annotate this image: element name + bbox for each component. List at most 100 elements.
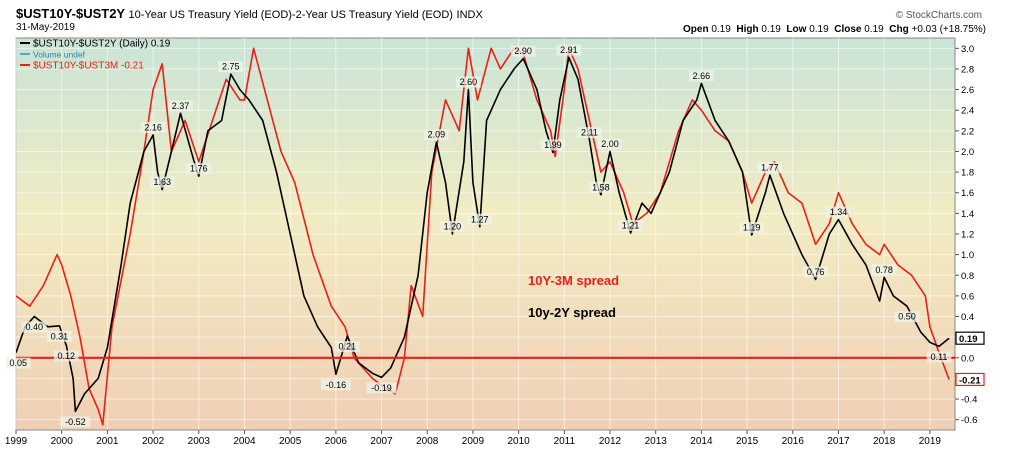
x-tick-label: 2000 xyxy=(51,436,74,447)
chart-date: 31-May-2019 xyxy=(16,22,75,33)
pivot-label-bg xyxy=(618,219,643,231)
x-tick-label: 2002 xyxy=(142,436,165,447)
high-value: 0.19 xyxy=(761,24,781,35)
y-tick-label: 0.0 xyxy=(961,353,974,364)
y-tick-label: 2.4 xyxy=(961,106,974,117)
pivot-label-bg xyxy=(577,127,602,139)
pivot-label: 2.91 xyxy=(556,44,582,56)
last-value-text: -0.21 xyxy=(959,375,981,386)
open-value: 0.19 xyxy=(711,24,731,35)
pivot-label-text: 1.63 xyxy=(153,177,171,187)
y-tick-label: 1.0 xyxy=(961,250,974,261)
pivot-label-text: -0.19 xyxy=(371,383,392,393)
pivot-label: 1.76 xyxy=(186,163,212,175)
x-tick-label: 2014 xyxy=(690,436,713,447)
chart-symbol: $UST10Y-$UST2Y 10-Year US Treasury Yield… xyxy=(16,6,483,21)
pivot-label: 1.27 xyxy=(467,213,493,225)
pivot-label-bg xyxy=(334,341,360,353)
x-tick-label: 2010 xyxy=(508,436,531,447)
pivot-label-text: 1.27 xyxy=(471,214,489,224)
pivot-label-bg xyxy=(803,266,829,278)
pivot-label-text: 2.11 xyxy=(581,128,598,138)
pivot-label-text: 0.78 xyxy=(875,265,893,275)
pivot-label-bg xyxy=(455,76,481,88)
pivot-label: 1.21 xyxy=(618,219,643,231)
pivot-label-bg xyxy=(597,138,623,150)
pivot-label-text: 2.16 xyxy=(144,122,162,132)
x-tick-label: 2007 xyxy=(370,436,393,447)
pivot-label-bg xyxy=(926,351,952,363)
index-tag: INDX xyxy=(456,9,483,21)
pivot-label-text: 0.40 xyxy=(26,322,44,332)
pivot-label-text: 0.12 xyxy=(57,351,75,361)
pivot-label-text: 2.66 xyxy=(693,71,711,81)
pivot-label: 1.77 xyxy=(757,162,783,174)
chg-value: +0.03 (+18.75%) xyxy=(911,24,987,35)
pivot-label-bg xyxy=(588,181,614,193)
y-tick-label: 1.4 xyxy=(961,209,974,220)
pivot-label: 2.66 xyxy=(689,70,714,82)
pivot-label-text: 1.77 xyxy=(761,163,779,173)
pivot-label-bg xyxy=(467,213,493,225)
pivot-label-bg xyxy=(186,163,212,175)
pivot-label: 2.16 xyxy=(140,121,166,133)
y-tick-label: 3.0 xyxy=(961,44,974,55)
pivot-label-bg xyxy=(5,357,31,369)
pivot-label: -0.52 xyxy=(60,416,91,428)
pivot-label-text: 1.99 xyxy=(544,140,562,150)
pivot-label: 0.31 xyxy=(47,330,72,342)
pivot-label-text: 1.20 xyxy=(444,222,462,232)
y-tick-label: 0.8 xyxy=(961,271,974,282)
pivot-label: 2.90 xyxy=(510,45,536,57)
x-tick-label: 2011 xyxy=(554,436,576,447)
pivot-label: -0.19 xyxy=(366,382,397,394)
legend-entry: $UST10Y-$UST3M -0.21 xyxy=(33,61,144,72)
pivot-label-bg xyxy=(47,330,72,342)
pivot-label-bg xyxy=(894,311,920,323)
x-tick-label: 2017 xyxy=(827,436,850,447)
chg-label: Chg xyxy=(889,24,909,35)
y-tick-label: 1.2 xyxy=(961,230,974,241)
series-layer xyxy=(16,47,950,426)
pivot-label-text: 2.75 xyxy=(222,62,240,72)
last-value-tag-3m: -0.21 xyxy=(955,372,985,387)
y-tick-label: 0.6 xyxy=(961,291,974,302)
pivot-label: 1.58 xyxy=(588,181,614,193)
pivot-label-text: -0.16 xyxy=(326,380,347,390)
y-tick-label: -0.4 xyxy=(961,395,977,406)
pivot-label-text: 2.91 xyxy=(560,45,578,55)
pivot-label-text: 2.90 xyxy=(514,46,532,56)
pivot-label: 0.78 xyxy=(871,264,897,276)
pivot-label-bg xyxy=(510,45,536,57)
symbol-text: $UST10Y-$UST2Y xyxy=(16,6,125,21)
x-tick-label: 2005 xyxy=(279,436,302,447)
pivot-label-text: 1.19 xyxy=(743,223,761,233)
pivot-label: 0.40 xyxy=(21,321,47,333)
pivot-label-bg xyxy=(826,206,851,218)
pivot-label: 0.11 xyxy=(926,351,952,363)
pivot-label-bg xyxy=(320,379,351,391)
series-10y-2y-line xyxy=(16,56,950,413)
y-tick-label: 1.8 xyxy=(961,168,974,179)
pivot-label: 0.50 xyxy=(894,311,920,323)
y-tick-label: -0.6 xyxy=(961,415,977,426)
y-tick-label: 1.6 xyxy=(961,188,974,199)
pivot-label-text: 0.11 xyxy=(931,352,948,362)
x-tick-label: 2012 xyxy=(599,436,622,447)
data-labels: 0.05 0.40 0.31 0.12 -0.52 2.16 1.63 2.37 1.76 2.7… xyxy=(5,44,952,428)
x-tick-label: 2013 xyxy=(645,436,668,447)
y-tick-label: 2.0 xyxy=(961,147,974,158)
y-tick-label: 2.8 xyxy=(961,64,974,75)
x-tick-label: 2006 xyxy=(325,436,348,447)
pivot-label-bg xyxy=(53,350,79,362)
last-value-box xyxy=(955,372,985,387)
last-value-text: 0.19 xyxy=(959,334,978,345)
close-label: Close xyxy=(834,24,862,35)
pivot-label-bg xyxy=(439,221,465,232)
pivot-label-bg xyxy=(556,44,582,56)
last-value-box xyxy=(955,331,985,345)
pivot-label-bg xyxy=(757,162,783,174)
pivot-label-bg xyxy=(21,321,47,333)
